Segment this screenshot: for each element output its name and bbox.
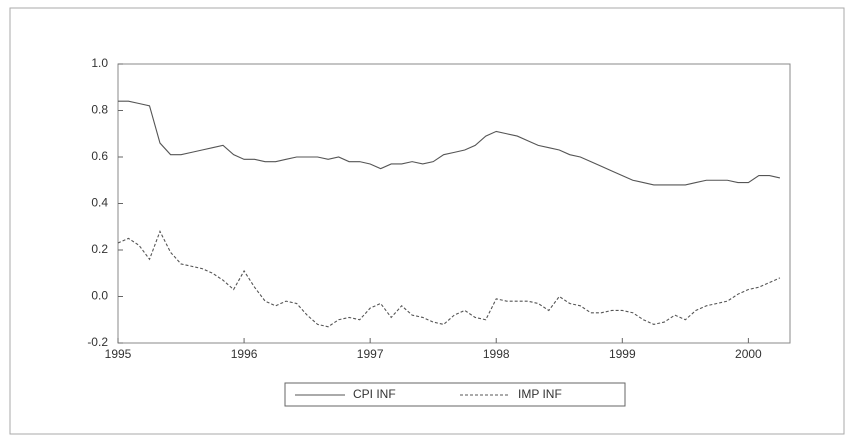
x-tick-label: 1998: [483, 347, 510, 361]
x-tick-label: 1997: [357, 347, 384, 361]
y-tick-label: 0.0: [91, 289, 108, 303]
legend-label: CPI INF: [353, 387, 396, 401]
x-tick-label: 1995: [105, 347, 132, 361]
x-tick-label: 1999: [609, 347, 636, 361]
series-line: [117, 230, 781, 328]
legend-box: [284, 382, 626, 407]
y-tick-label: 0.6: [91, 149, 108, 163]
y-tick-label: 0.2: [91, 242, 108, 256]
y-tick-label: -0.2: [87, 335, 108, 349]
series-line: [118, 100, 781, 186]
y-tick-label: 0.4: [91, 196, 108, 210]
chart-frame: [9, 7, 845, 435]
x-tick-label: 1996: [231, 347, 258, 361]
legend-label: IMP INF: [518, 387, 562, 401]
y-tick-label: 1.0: [91, 56, 108, 70]
x-tick-label: 2000: [735, 347, 762, 361]
y-tick-label: 0.8: [91, 103, 108, 117]
